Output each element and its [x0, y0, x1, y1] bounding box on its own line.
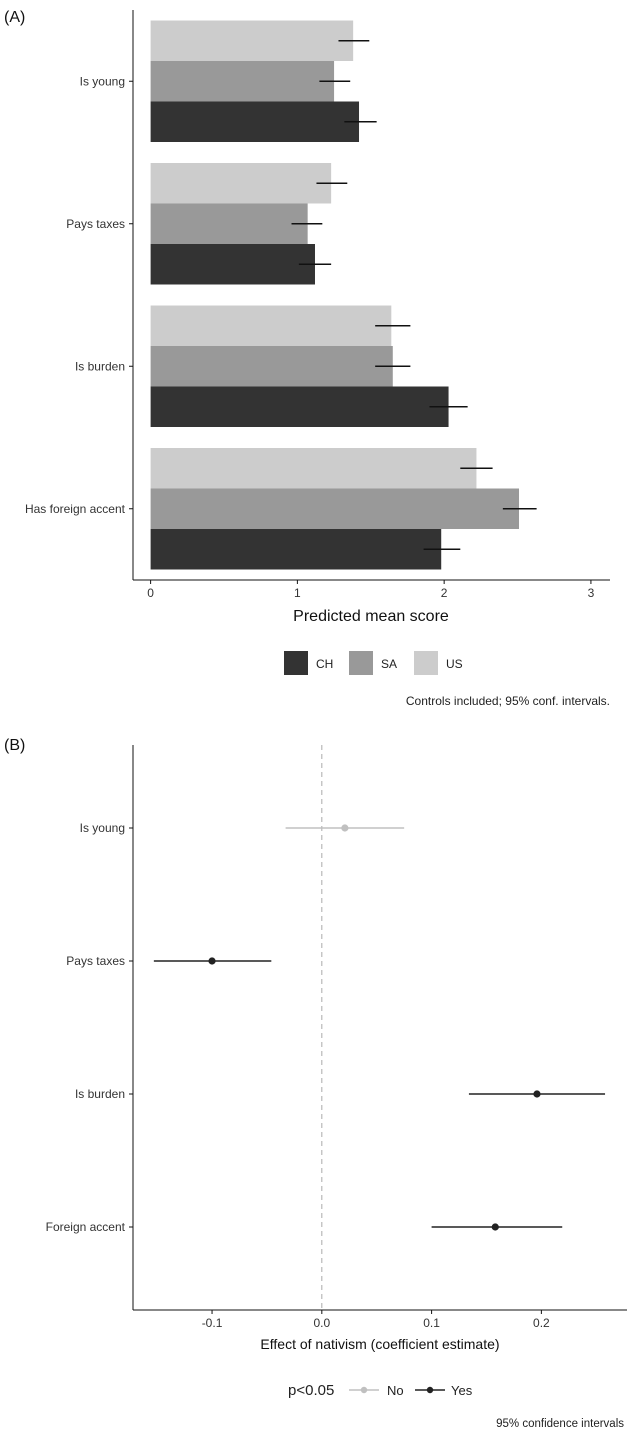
legend-label-sa: SA [381, 657, 397, 671]
panel-b-x-ticks: -0.1 0.0 0.1 0.2 [202, 1310, 550, 1330]
y-tick-label-is-young: Is young [80, 821, 125, 835]
y-tick-label-pays-taxes: Pays taxes [66, 217, 125, 231]
x-tick-label-0-1: -0.1 [202, 1316, 223, 1330]
legend-key-sa [349, 651, 373, 675]
x-tick-label-3: 3 [588, 586, 595, 600]
x-tick-label-0-2: 0.2 [533, 1316, 550, 1330]
x-tick-label-0: 0 [147, 586, 154, 600]
y-tick-label-has-foreign-accent: Has foreign accent [25, 502, 126, 516]
legend-key-us [414, 651, 438, 675]
point-is-young [341, 824, 349, 832]
y-tick-label-foreign-accent: Foreign accent [46, 1220, 126, 1234]
x-tick-label-2: 2 [441, 586, 448, 600]
legend-key-ch [284, 651, 308, 675]
bar-is-burden-us [150, 305, 392, 346]
point-pays-taxes [208, 957, 216, 965]
panel-b-label: (B) [4, 737, 25, 754]
bar-is-young-sa [150, 61, 335, 102]
panel-a-caption: Controls included; 95% conf. intervals. [406, 694, 610, 708]
legend-title-significance: p<0.05 [288, 1382, 334, 1399]
bar-pays-taxes-sa [150, 203, 308, 244]
bar-pays-taxes-ch [150, 244, 315, 285]
panel-b-y-ticks: Is young Pays taxes Is burden Foreign accen… [46, 821, 133, 1234]
y-tick-label-is-burden: Is burden [75, 359, 125, 373]
legend-label-us: US [446, 657, 463, 671]
panel-a-legend: CH SA US [284, 651, 463, 675]
bar-is-burden-ch [150, 386, 449, 427]
x-tick-label-1: 1 [294, 586, 301, 600]
legend-label-no: No [387, 1383, 404, 1398]
legend-key-no-point [360, 1386, 368, 1394]
bar-is-young-us [150, 20, 354, 61]
panel-b-points [153, 824, 606, 1231]
legend-key-yes-point [426, 1386, 434, 1394]
panel-a-x-ticks: 0 1 2 3 [147, 580, 595, 600]
x-tick-label-0-0: 0.0 [313, 1316, 330, 1330]
bar-pays-taxes-us [150, 163, 332, 204]
bar-is-young-ch [150, 101, 360, 142]
panel-a-error-bars [291, 39, 537, 551]
x-tick-label-0-1: 0.1 [423, 1316, 440, 1330]
y-tick-label-is-burden: Is burden [75, 1087, 125, 1101]
legend-label-ch: CH [316, 657, 333, 671]
point-is-burden [533, 1090, 541, 1098]
panel-a-y-ticks: Is young Pays taxes Is burden Has foreign a… [25, 74, 133, 516]
bar-has-foreign-accent-sa [150, 488, 520, 529]
panel-a-x-axis-label: Predicted mean score [293, 608, 449, 625]
bar-has-foreign-accent-us [150, 448, 477, 489]
bar-is-burden-sa [150, 346, 393, 387]
panel-b-caption: 95% confidence intervals [496, 1418, 624, 1430]
panel-b-x-axis-label: Effect of nativism (coefficient estimate… [260, 1336, 499, 1352]
bar-has-foreign-accent-ch [150, 529, 442, 570]
y-tick-label-is-young: Is young [80, 74, 125, 88]
panel-b-legend: p<0.05 No Yes [288, 1382, 473, 1399]
panel-a: (A) Is young Pays taxes Is burden Has forei… [4, 9, 610, 708]
y-tick-label-pays-taxes: Pays taxes [66, 954, 125, 968]
point-foreign-accent [491, 1223, 499, 1231]
legend-label-yes: Yes [451, 1383, 473, 1398]
panel-a-bars [150, 20, 520, 570]
panel-a-label: (A) [4, 9, 25, 26]
panel-b: (B) Is young Pays taxes Is burden Foreign a… [4, 737, 627, 1430]
